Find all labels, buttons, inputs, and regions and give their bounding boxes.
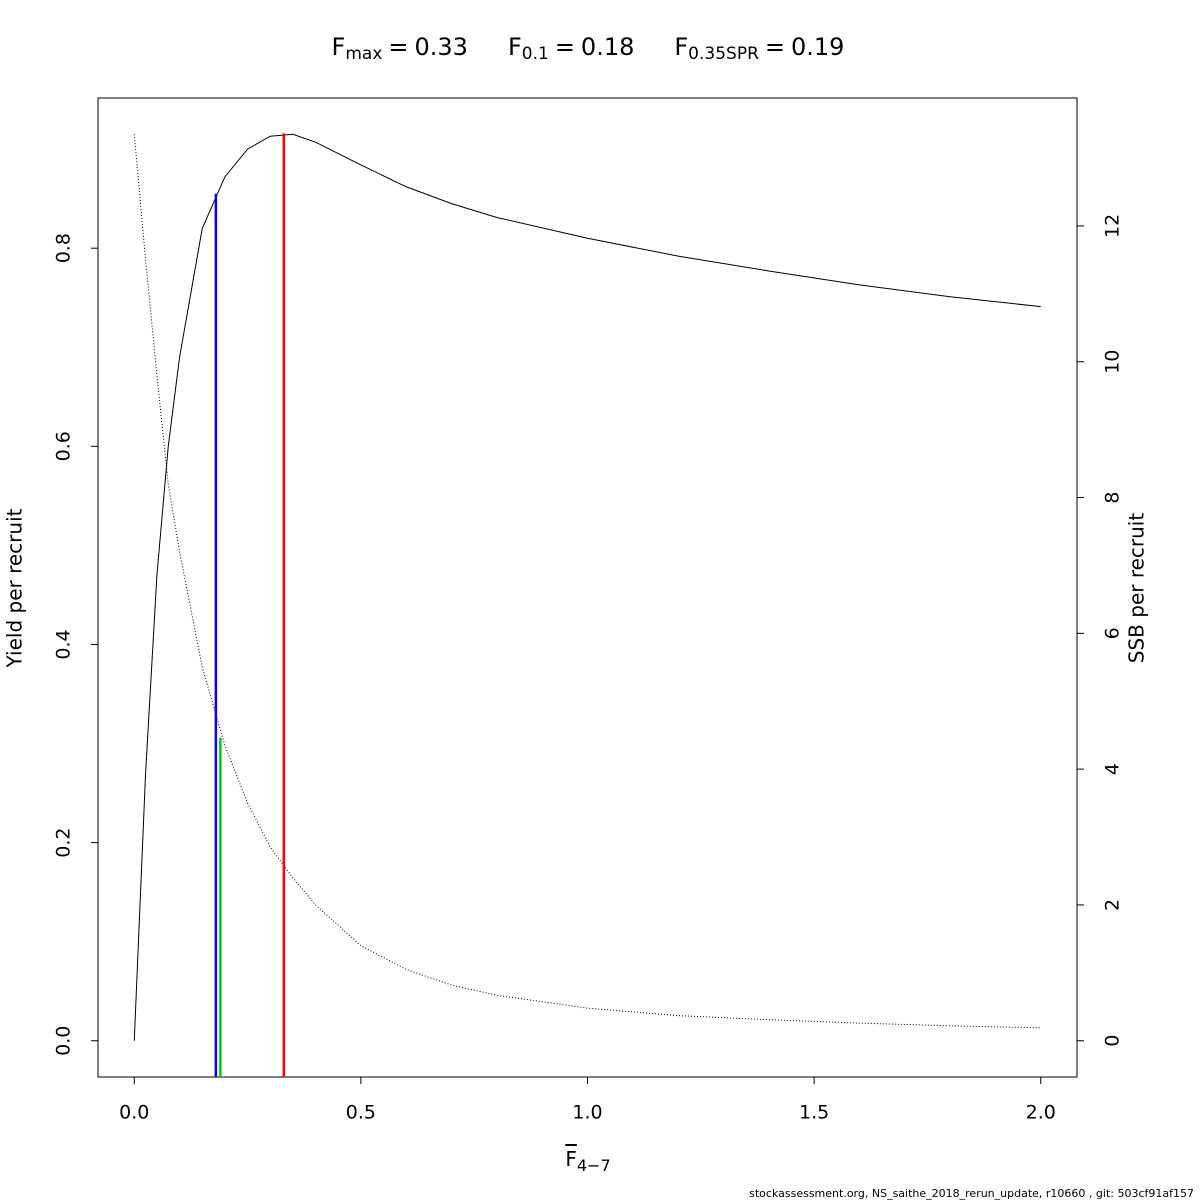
title-subscript: max bbox=[345, 44, 382, 64]
x-tick-label: 1.0 bbox=[572, 1102, 602, 1124]
title-subscript: 0.1 bbox=[522, 44, 549, 64]
title-value: 0.19 bbox=[791, 33, 844, 61]
title-symbol: F bbox=[508, 33, 522, 61]
y-axis-label: Yield per recruit bbox=[3, 508, 27, 668]
y-tick-label: 0.2 bbox=[53, 827, 75, 857]
y-tick-label: 0.6 bbox=[53, 431, 75, 461]
y2-tick-label: 4 bbox=[1102, 763, 1124, 775]
y-tick-label: 0.4 bbox=[53, 629, 75, 659]
y-tick-label: 0.0 bbox=[53, 1026, 75, 1056]
title-subscript: 0.35SPR bbox=[688, 44, 759, 64]
x-label-symbol: F bbox=[565, 1147, 577, 1171]
title-symbol: F bbox=[674, 33, 688, 61]
y2-axis-label: SSB per recruit bbox=[1125, 513, 1149, 664]
y2-tick-label: 12 bbox=[1102, 214, 1124, 238]
series-line bbox=[133, 134, 1041, 1029]
y2-tick-label: 6 bbox=[1102, 627, 1124, 639]
x-tick-label: 0.0 bbox=[119, 1102, 149, 1124]
title-value: 0.18 bbox=[581, 33, 634, 61]
title-symbol: F bbox=[332, 33, 346, 61]
x-tick-label: 1.5 bbox=[799, 1102, 829, 1124]
title-sign: = bbox=[555, 33, 575, 61]
plot-frame bbox=[97, 97, 1078, 1078]
x-tick-label: 0.5 bbox=[346, 1102, 376, 1124]
chart-title: Fmax = 0.33 F0.1 = 0.18 F0.35SPR = 0.19 bbox=[332, 33, 845, 64]
series-line bbox=[133, 133, 1041, 1041]
title-sign: = bbox=[765, 33, 785, 61]
x-tick-label: 2.0 bbox=[1026, 1102, 1056, 1124]
y2-tick-label: 8 bbox=[1102, 491, 1124, 503]
y-tick-label: 0.8 bbox=[53, 233, 75, 263]
title-sign: = bbox=[388, 33, 408, 61]
x-axis-label: F4−7 bbox=[565, 1147, 610, 1175]
y2-tick-label: 0 bbox=[1102, 1035, 1124, 1047]
footer: stockassessment.org, NS_saithe_2018_reru… bbox=[749, 1187, 1194, 1200]
x-label-subscript: 4−7 bbox=[577, 1156, 611, 1175]
title-value: 0.33 bbox=[415, 33, 468, 61]
y2-tick-label: 2 bbox=[1102, 899, 1124, 911]
y2-tick-label: 10 bbox=[1102, 350, 1124, 374]
